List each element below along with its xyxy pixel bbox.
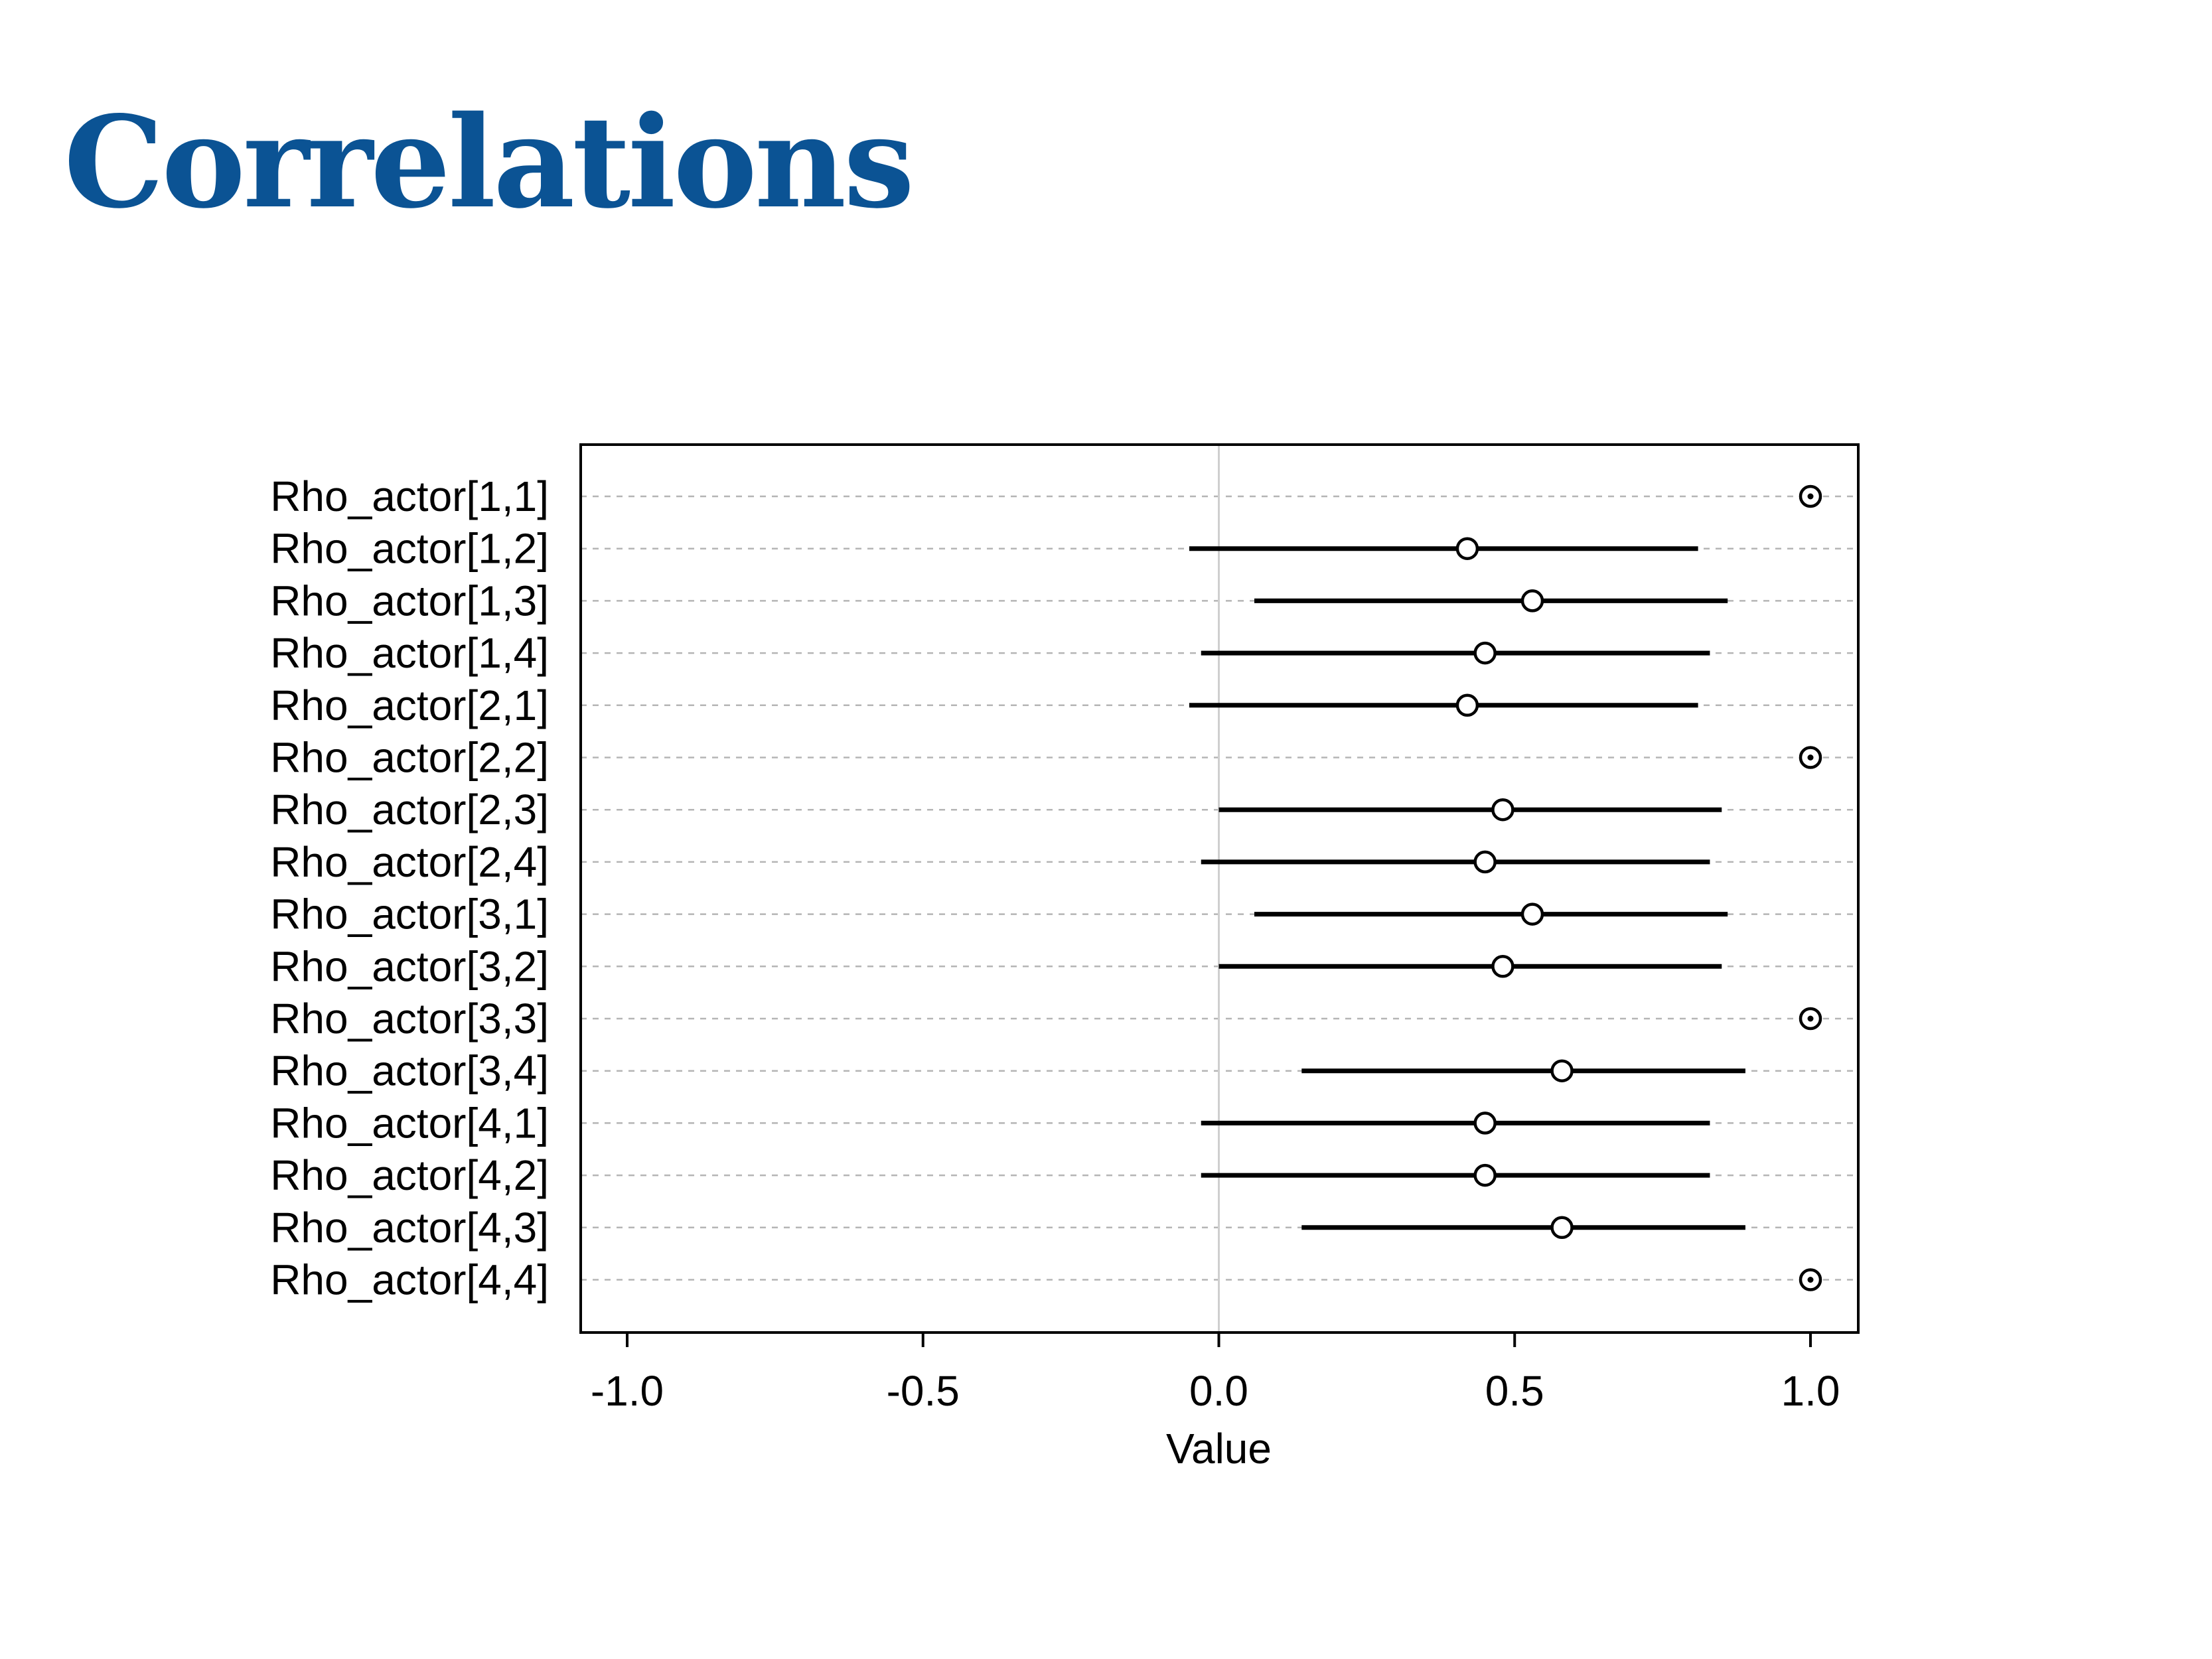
x-tick-label: -0.5	[887, 1367, 960, 1415]
x-tick-label: 0.5	[1485, 1367, 1544, 1415]
mean-point	[1455, 693, 1479, 717]
row-label: Rho_actor[3,1]	[270, 891, 549, 938]
row-label: Rho_actor[2,2]	[270, 734, 549, 782]
mean-point	[1550, 1216, 1574, 1240]
x-tick-label: -1.0	[591, 1367, 664, 1415]
x-tick-label: 0.0	[1189, 1367, 1248, 1415]
row-label: Rho_actor[3,3]	[270, 995, 549, 1043]
mean-point	[1473, 641, 1497, 665]
mean-point-dot	[1807, 755, 1814, 760]
row-label: Rho_actor[1,4]	[270, 629, 549, 677]
row-label: Rho_actor[1,1]	[270, 472, 549, 520]
row-label: Rho_actor[2,4]	[270, 838, 549, 886]
mean-point	[1473, 1163, 1497, 1187]
row-label: Rho_actor[4,1]	[270, 1099, 549, 1147]
mean-point	[1491, 955, 1514, 978]
page-title: Correlations	[64, 88, 915, 236]
mean-point	[1473, 1112, 1497, 1135]
mean-point	[1455, 537, 1479, 560]
row-label: Rho_actor[4,4]	[270, 1256, 549, 1304]
row-label: Rho_actor[4,3]	[270, 1204, 549, 1252]
row-label: Rho_actor[1,2]	[270, 525, 549, 573]
mean-point-dot	[1807, 1015, 1814, 1022]
row-label: Rho_actor[2,3]	[270, 786, 549, 833]
row-label: Rho_actor[2,1]	[270, 682, 549, 729]
mean-point	[1473, 850, 1497, 874]
mean-point	[1491, 798, 1514, 822]
mean-point	[1550, 1059, 1574, 1082]
row-label: Rho_actor[3,2]	[270, 942, 549, 990]
x-tick-label: 1.0	[1781, 1367, 1840, 1415]
mean-point	[1520, 902, 1544, 926]
x-axis-title: Value	[1166, 1425, 1272, 1473]
row-label: Rho_actor[3,4]	[270, 1047, 549, 1095]
mean-point-dot	[1807, 1277, 1814, 1283]
row-label: Rho_actor[1,3]	[270, 577, 549, 624]
mean-point-dot	[1807, 493, 1814, 500]
row-label: Rho_actor[4,2]	[270, 1151, 549, 1199]
mean-point	[1520, 589, 1544, 613]
